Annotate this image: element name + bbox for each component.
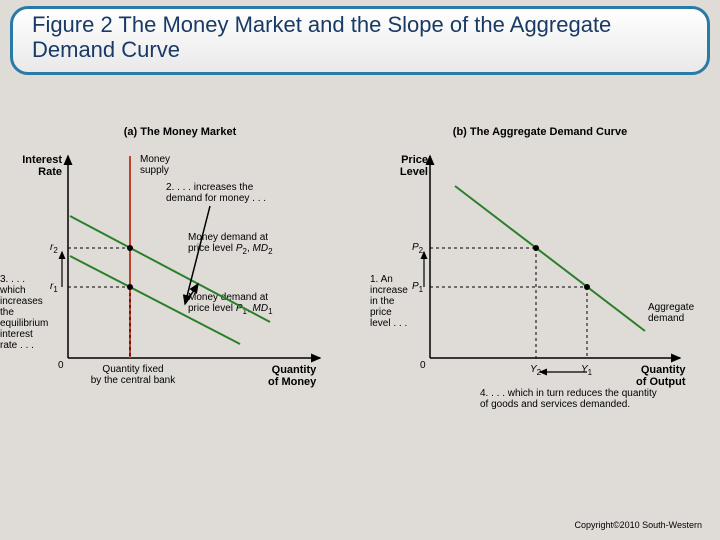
panel-b-chart <box>360 126 720 426</box>
figure-title: Figure 2 The Money Market and the Slope … <box>32 12 688 63</box>
panel-a-chart <box>0 126 360 396</box>
panel-a: (a) The Money Market InterestRate 3. . .… <box>0 126 360 466</box>
panels: (a) The Money Market InterestRate 3. . .… <box>0 126 720 466</box>
title-banner: Figure 2 The Money Market and the Slope … <box>10 6 710 75</box>
panel-b: (b) The Aggregate Demand Curve PriceLeve… <box>360 126 720 466</box>
copyright: Copyright©2010 South-Western <box>574 520 702 530</box>
